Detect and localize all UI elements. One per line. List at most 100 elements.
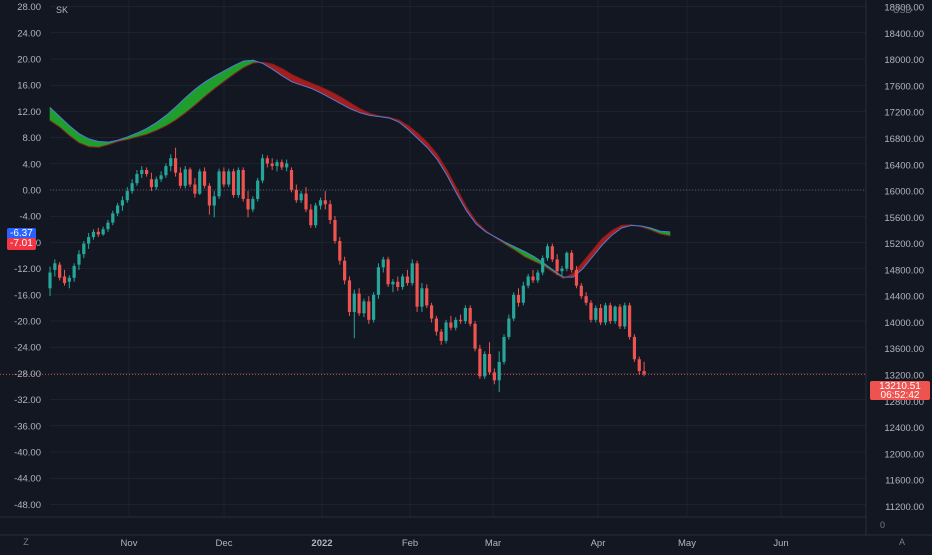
candle <box>521 281 525 306</box>
candle-body <box>72 265 76 278</box>
candle-body <box>570 252 574 270</box>
candle <box>570 250 574 273</box>
candle <box>502 334 506 365</box>
price-tick-label: 15600.00 <box>884 213 924 224</box>
candle-body <box>565 252 569 269</box>
candle-body <box>545 246 550 259</box>
candle-body <box>434 318 438 332</box>
candle-body <box>173 158 178 173</box>
candle <box>454 317 458 331</box>
candle-body <box>289 170 294 190</box>
oscillator-tick-label: 16.00 <box>17 81 41 92</box>
candle <box>420 283 424 312</box>
candle <box>541 255 545 276</box>
candle <box>62 269 67 286</box>
candle-body <box>574 269 579 286</box>
candle-body <box>236 170 240 196</box>
candle-body <box>116 205 120 214</box>
candle <box>207 183 211 215</box>
candle-body <box>512 294 516 319</box>
candle-body <box>613 306 617 322</box>
candle <box>275 159 279 172</box>
candle <box>217 168 221 199</box>
candle-body <box>106 222 110 230</box>
candle <box>270 158 274 171</box>
candle <box>135 170 139 186</box>
candle-body <box>376 267 381 295</box>
candle-body <box>623 305 627 327</box>
candle-body <box>338 240 342 261</box>
candle-body <box>304 193 308 210</box>
candle <box>603 302 608 326</box>
time-tick-label: May <box>678 538 696 549</box>
candle-body <box>207 185 211 206</box>
candle-body <box>77 254 81 265</box>
candle-body <box>275 162 279 167</box>
candle <box>67 275 71 289</box>
candle <box>526 273 530 289</box>
price-axis[interactable]: 18800.00 18400.00 18000.00 17600.00 17200.00… <box>884 3 924 513</box>
candle-body <box>483 353 487 377</box>
candle-body <box>159 175 163 180</box>
candle <box>256 177 260 202</box>
candle-body <box>396 281 400 287</box>
candle-body <box>53 263 57 270</box>
candle <box>251 196 255 213</box>
oscillator-tick-label: -28.00 <box>14 369 41 380</box>
candle <box>53 259 57 277</box>
time-tick-label: 2022 <box>311 538 332 549</box>
candle <box>130 179 134 194</box>
candle <box>222 167 226 188</box>
candle <box>289 167 294 193</box>
candle <box>343 256 347 285</box>
candle <box>309 204 313 228</box>
candle-body <box>82 243 86 255</box>
candle-body <box>468 308 472 324</box>
candle <box>560 265 564 277</box>
price-tick-label: 17600.00 <box>884 81 924 92</box>
candle <box>400 273 405 290</box>
candle <box>405 269 410 286</box>
candle-body <box>449 322 453 328</box>
time-tick-label: Apr <box>591 538 606 549</box>
price-tick-label: 16000.00 <box>884 187 924 198</box>
price-tick-label: 11200.00 <box>885 502 924 513</box>
candle <box>294 184 298 203</box>
candle <box>58 262 62 281</box>
candle <box>193 177 197 198</box>
price-tick-label: 14000.00 <box>884 318 924 329</box>
candle-body <box>241 170 245 199</box>
candle-body <box>217 171 221 197</box>
oscillator-tick-label: 12.00 <box>17 107 41 118</box>
time-axis[interactable]: Nov Dec 2022 Feb Mar Apr May Jun <box>121 538 789 549</box>
candle <box>96 227 100 238</box>
candle <box>140 166 144 178</box>
candle-body <box>212 196 216 206</box>
candle <box>497 351 501 393</box>
candle <box>545 243 550 261</box>
candle-body <box>125 191 129 201</box>
candle <box>637 356 641 376</box>
candle <box>125 187 129 203</box>
candle-body <box>352 293 356 312</box>
price-tick-label: 12000.00 <box>884 449 924 460</box>
price-tick-label: 12400.00 <box>884 423 924 434</box>
currency-label[interactable]: USD <box>893 5 913 15</box>
candle <box>159 171 163 182</box>
candle <box>265 155 269 168</box>
candle <box>347 276 352 316</box>
auto-scale-button[interactable]: A <box>898 537 905 547</box>
candle <box>483 351 487 379</box>
zoom-button[interactable]: Z <box>23 537 29 547</box>
candle-body <box>405 276 410 284</box>
candle-body <box>415 263 419 307</box>
price-tick-label: 17200.00 <box>884 108 924 119</box>
candle <box>145 167 149 177</box>
oscillator-tick-label: -20.00 <box>14 317 41 328</box>
candle-body <box>169 158 173 167</box>
candle-body <box>531 276 535 281</box>
time-tick-label: Dec <box>216 538 233 549</box>
candle-body <box>458 319 463 322</box>
